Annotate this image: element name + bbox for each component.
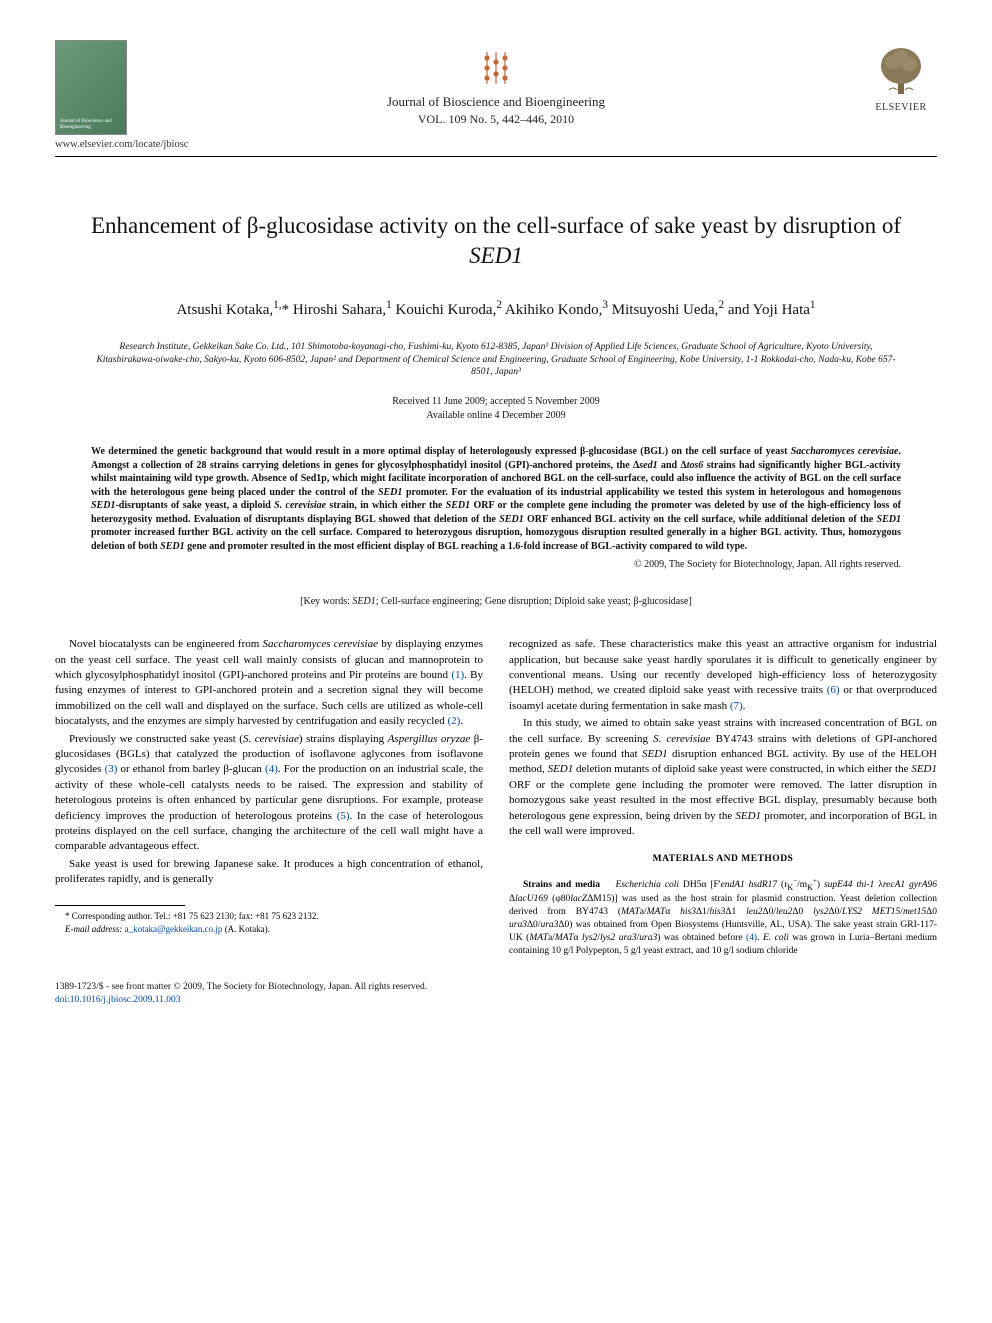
body-para: Sake yeast is used for brewing Japanese … [55, 857, 483, 888]
corresponding-author: * Corresponding author. Tel.: +81 75 623… [55, 910, 483, 922]
journal-logo-icon [479, 48, 513, 88]
journal-name: Journal of Bioscience and Bioengineering [127, 94, 865, 110]
materials-para: Strains and media Escherichia coli DH5α … [509, 877, 937, 958]
ref-link[interactable]: (4) [746, 933, 757, 943]
left-column: Novel biocatalysts can be engineered fro… [55, 637, 483, 957]
publisher-block: ELSEVIER [865, 40, 937, 113]
affiliations: Research Institute, Gekkeikan Sake Co. L… [55, 341, 937, 379]
keywords: [Key words: SED1; Cell-surface engineeri… [55, 596, 937, 607]
authors-line: Atsushi Kotaka,1,* Hiroshi Sahara,1 Koui… [55, 299, 937, 319]
email-label: E-mail address: [65, 924, 122, 934]
materials-subhead: Strains and media [523, 880, 600, 890]
header-row: Journal of Bioscience and Bioengineering [55, 40, 937, 135]
footnote-rule [55, 905, 185, 906]
ref-link[interactable]: (7) [730, 700, 743, 712]
abstract: We determined the genetic background tha… [55, 445, 937, 553]
ref-link[interactable]: (1) [451, 669, 464, 681]
ref-link[interactable]: (2) [448, 715, 461, 727]
materials-heading: MATERIALS AND METHODS [509, 853, 937, 866]
header-rule [55, 156, 937, 157]
article-title: Enhancement of β-glucosidase activity on… [55, 211, 937, 271]
ref-link[interactable]: (3) [105, 763, 118, 775]
elsevier-tree-icon [871, 40, 931, 100]
locate-url: www.elsevier.com/locate/jbiosc [55, 139, 937, 150]
online-line: Available online 4 December 2009 [55, 409, 937, 423]
email-link[interactable]: a_kotaka@gekkeikan.co.jp [125, 924, 223, 934]
email-line: E-mail address: a_kotaka@gekkeikan.co.jp… [55, 923, 483, 935]
journal-cover-thumb: Journal of Bioscience and Bioengineering [55, 40, 127, 135]
dates-block: Received 11 June 2009; accepted 5 Novemb… [55, 395, 937, 423]
body-para: In this study, we aimed to obtain sake y… [509, 716, 937, 839]
issn-line: 1389-1723/$ - see front matter © 2009, T… [55, 981, 937, 994]
publisher-label: ELSEVIER [865, 102, 937, 113]
journal-center-block: Journal of Bioscience and Bioengineering… [127, 40, 865, 127]
cover-thumb-label: Journal of Bioscience and Bioengineering [60, 119, 122, 130]
title-text: Enhancement of β-glucosidase activity on… [91, 213, 901, 268]
received-line: Received 11 June 2009; accepted 5 Novemb… [55, 395, 937, 409]
left-header-block: Journal of Bioscience and Bioengineering [55, 40, 127, 135]
right-column: recognized as safe. These characteristic… [509, 637, 937, 957]
doi-line[interactable]: doi:10.1016/j.jbiosc.2009.11.003 [55, 994, 937, 1007]
email-tail: (A. Kotaka). [225, 924, 270, 934]
page-footer: 1389-1723/$ - see front matter © 2009, T… [55, 981, 937, 1007]
ref-link[interactable]: (6) [827, 684, 840, 696]
body-para: Previously we constructed sake yeast (S.… [55, 732, 483, 855]
ref-link[interactable]: (5) [337, 810, 350, 822]
body-para: Novel biocatalysts can be engineered fro… [55, 637, 483, 729]
body-para: recognized as safe. These characteristic… [509, 637, 937, 714]
body-columns: Novel biocatalysts can be engineered fro… [55, 637, 937, 957]
ref-link[interactable]: (4) [265, 763, 278, 775]
abstract-text: We determined the genetic background tha… [91, 446, 901, 552]
copyright-line: © 2009, The Society for Biotechnology, J… [55, 559, 937, 570]
journal-volume-line: VOL. 109 No. 5, 442–446, 2010 [127, 112, 865, 127]
